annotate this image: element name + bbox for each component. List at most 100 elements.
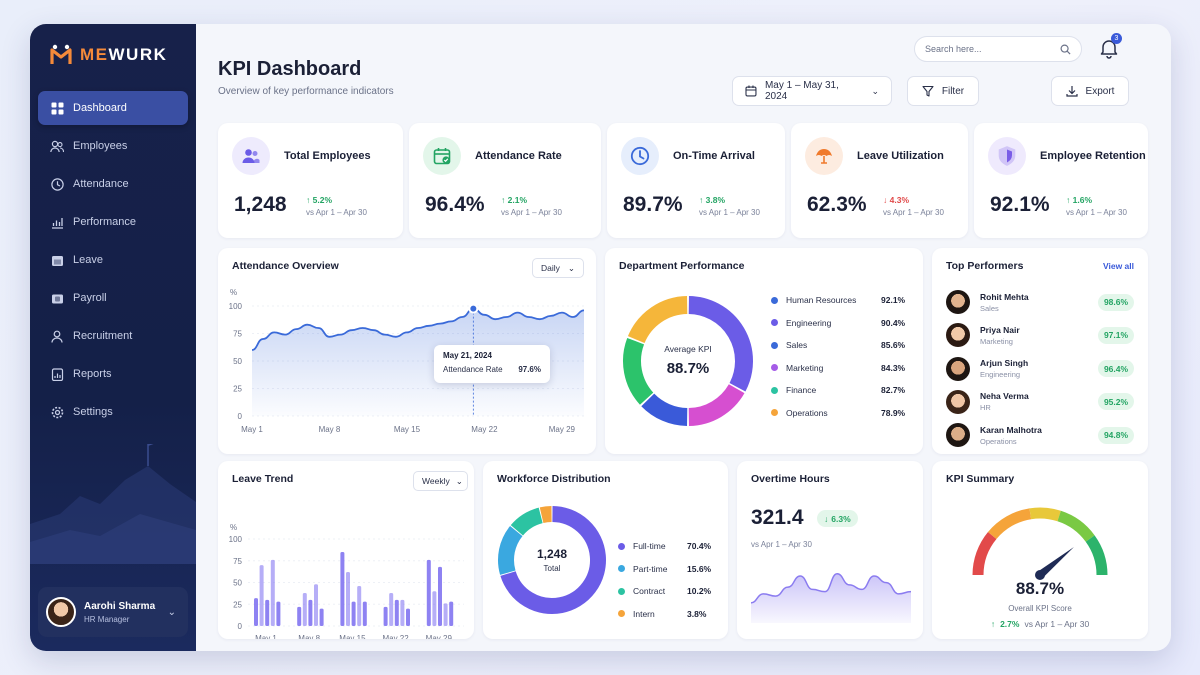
bar[interactable] bbox=[297, 606, 302, 626]
bar[interactable] bbox=[254, 598, 258, 626]
bar[interactable] bbox=[270, 559, 275, 626]
performer-info: Arjun Singh Engineering bbox=[980, 358, 1028, 379]
donut-segment[interactable] bbox=[510, 507, 544, 536]
page-title: KPI Dashboard bbox=[218, 58, 362, 80]
date-range-picker[interactable]: May 1 – May 31, 2024 ⌄ bbox=[732, 76, 892, 106]
bar[interactable] bbox=[346, 572, 350, 626]
bar[interactable] bbox=[308, 599, 313, 626]
bar[interactable] bbox=[383, 606, 388, 626]
donut-segment[interactable] bbox=[688, 296, 753, 392]
bar[interactable] bbox=[265, 599, 270, 626]
performer-row[interactable]: Rohit Mehta Sales 98.6% bbox=[946, 290, 1134, 314]
legend-swatch bbox=[618, 542, 625, 550]
tooltip-label: Attendance Rate bbox=[443, 365, 503, 374]
series-line bbox=[750, 572, 912, 604]
bar[interactable] bbox=[389, 592, 394, 626]
legend-label: Part-time bbox=[633, 563, 668, 574]
highlight-point[interactable] bbox=[468, 303, 479, 314]
gauge-segment bbox=[1085, 535, 1108, 576]
clock-icon bbox=[50, 177, 64, 191]
performer-info: Karan Malhotra Operations bbox=[980, 425, 1042, 446]
leave-bar-chart: % 0 25 50 75 100 May 1 May 8 May 15 May 22 May 29 bbox=[229, 523, 464, 639]
sidebar-item-reports[interactable]: Reports bbox=[38, 357, 188, 391]
search-input[interactable]: Search here... bbox=[914, 36, 1082, 62]
sidebar-item-recruitment[interactable]: Recruitment bbox=[38, 319, 188, 353]
y-tick-label: 50 bbox=[233, 357, 242, 366]
user-profile-card[interactable]: Aarohi Sharma HR Manager ⌄ bbox=[38, 587, 188, 637]
period-dropdown[interactable]: Daily ⌄ bbox=[532, 258, 584, 278]
sidebar-item-settings[interactable]: Settings bbox=[38, 395, 188, 429]
sidebar-item-payroll[interactable]: Payroll bbox=[38, 281, 188, 315]
bar[interactable] bbox=[340, 552, 345, 626]
period-dropdown[interactable]: Weekly ⌄ bbox=[413, 471, 468, 491]
legend-item: Sales bbox=[771, 340, 807, 350]
bar[interactable] bbox=[314, 584, 318, 626]
donut-segment[interactable] bbox=[688, 383, 745, 426]
y-tick-label: 50 bbox=[233, 579, 242, 588]
bar[interactable] bbox=[351, 601, 356, 626]
donut-segment[interactable] bbox=[539, 506, 552, 524]
sidebar-item-label: Settings bbox=[73, 406, 113, 418]
chevron-down-icon: ⌄ bbox=[455, 475, 463, 486]
user-avatar bbox=[46, 597, 76, 627]
kpi-card-on-time-arrival[interactable]: On-Time Arrival 89.7% ↑ 3.8% vs Apr 1 – Apr… bbox=[607, 123, 785, 238]
series-line bbox=[251, 307, 585, 351]
card-title: Attendance Overview bbox=[232, 260, 339, 272]
department-donut-chart bbox=[623, 296, 753, 426]
sidebar-item-performance[interactable]: Performance bbox=[38, 205, 188, 239]
kpi-card-total-employees[interactable]: Total Employees 1,248 ↑ 5.2% vs Apr 1 – Apr… bbox=[218, 123, 403, 238]
legend-value: 78.9% bbox=[881, 407, 906, 418]
sidebar-item-attendance[interactable]: Attendance bbox=[38, 167, 188, 201]
performer-row[interactable]: Priya Nair Marketing 97.1% bbox=[946, 323, 1134, 348]
kpi-card-leave-utilization[interactable]: Leave Utilization 62.3% ↓ 4.3% vs Apr 1 – A… bbox=[791, 123, 968, 238]
performer-score: 94.8% bbox=[1098, 426, 1134, 444]
bar[interactable] bbox=[400, 599, 405, 626]
performer-dept: Sales bbox=[980, 303, 999, 313]
donut-segment[interactable] bbox=[498, 525, 523, 575]
performer-row[interactable]: Arjun Singh Engineering 96.4% bbox=[946, 356, 1134, 381]
dropdown-value: Daily bbox=[541, 263, 560, 273]
kpi-card-attendance-rate[interactable]: Attendance Rate 96.4% ↑ 2.1% vs Apr 1 – Apr… bbox=[409, 123, 601, 238]
bar[interactable] bbox=[406, 608, 410, 626]
bar[interactable] bbox=[276, 601, 281, 626]
performer-score: 98.6% bbox=[1098, 293, 1134, 311]
performer-row[interactable]: Karan Malhotra Operations 94.8% bbox=[946, 423, 1134, 448]
bar[interactable] bbox=[394, 599, 399, 626]
arrow-up-icon: ↑ bbox=[699, 195, 706, 205]
sidebar-item-leave[interactable]: Leave bbox=[38, 243, 188, 277]
bar[interactable] bbox=[449, 601, 454, 626]
view-all-link[interactable]: View all bbox=[1102, 261, 1134, 271]
bar[interactable] bbox=[259, 565, 264, 626]
brand-logo[interactable]: MEWURK bbox=[50, 44, 167, 66]
bar[interactable] bbox=[438, 566, 442, 626]
donut-segment[interactable] bbox=[627, 296, 688, 344]
kpi-compare: vs Apr 1 – Apr 30 bbox=[306, 208, 367, 217]
performer-name: Priya Nair bbox=[980, 324, 1020, 335]
chevron-down-icon: ⌄ bbox=[871, 85, 879, 96]
kpi-delta: ↑ 1.6% bbox=[1066, 195, 1092, 205]
donut-segment[interactable] bbox=[623, 337, 654, 405]
arrow-up-icon: ↑ bbox=[501, 195, 508, 205]
bar[interactable] bbox=[302, 592, 307, 626]
bar[interactable] bbox=[426, 559, 431, 626]
bar[interactable] bbox=[432, 591, 437, 626]
donut-segment[interactable] bbox=[500, 506, 606, 614]
performer-row[interactable]: Neha Verma HR 95.2% bbox=[946, 389, 1134, 414]
y-tick-label: 25 bbox=[233, 385, 242, 394]
bar[interactable] bbox=[357, 585, 362, 626]
export-button[interactable]: Export bbox=[1051, 76, 1129, 106]
bar[interactable] bbox=[319, 608, 324, 626]
sidebar-item-employees[interactable]: Employees bbox=[38, 129, 188, 163]
filter-button[interactable]: Filter bbox=[907, 76, 979, 106]
donut-segment[interactable] bbox=[641, 393, 688, 426]
legend-label: Engineering bbox=[786, 317, 832, 328]
kpi-delta: ↑ 5.2% bbox=[306, 195, 332, 205]
kpi-card-employee-retention[interactable]: Employee Retention 92.1% ↑ 1.6% vs Apr 1 – … bbox=[974, 123, 1148, 238]
legend-label: Contract bbox=[633, 586, 666, 596]
export-label: Export bbox=[1085, 85, 1115, 97]
sidebar-item-dashboard[interactable]: Dashboard bbox=[38, 91, 188, 125]
search-placeholder: Search here... bbox=[925, 44, 982, 54]
chevron-down-icon[interactable]: ⌄ bbox=[167, 606, 176, 618]
bar[interactable] bbox=[362, 601, 367, 626]
bar[interactable] bbox=[443, 603, 448, 626]
